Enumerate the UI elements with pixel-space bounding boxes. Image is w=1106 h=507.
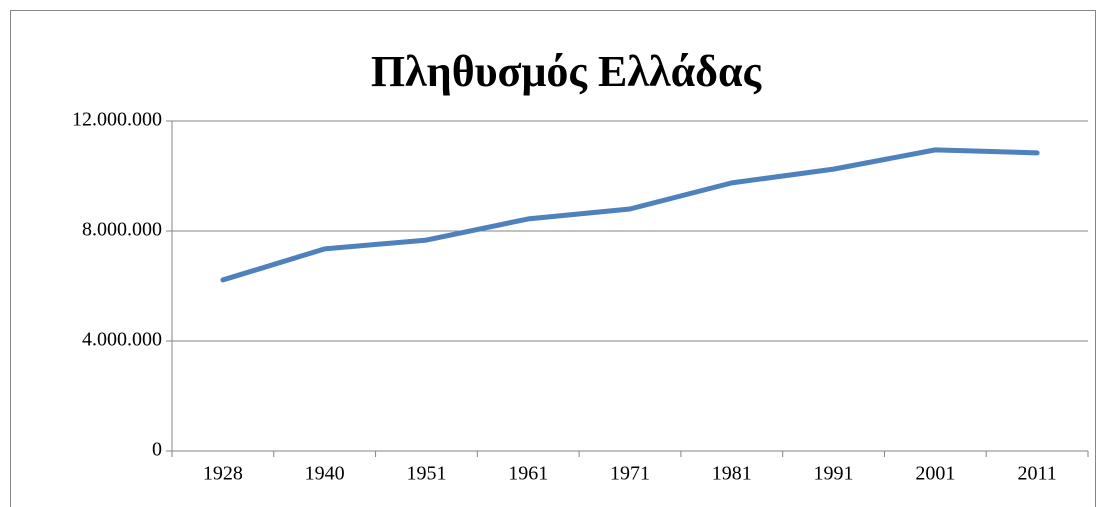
x-tick-label: 1961 [508, 463, 548, 485]
y-tick-label: 12.000.000 [72, 109, 162, 131]
x-tick-label: 1928 [203, 463, 243, 485]
y-tick-label: 8.000.000 [82, 219, 162, 241]
y-tick-label: 4.000.000 [82, 329, 162, 351]
x-tick-label: 1971 [610, 463, 650, 485]
x-tick-label: 1951 [406, 463, 446, 485]
x-tick-label: 1991 [814, 463, 854, 485]
x-tick-label: 2011 [1017, 463, 1056, 485]
chart-border [10, 10, 1096, 507]
x-tick-label: 1940 [305, 463, 345, 485]
line-series [220, 147, 1040, 283]
x-tick-label: 1981 [712, 463, 752, 485]
chart-title: Πληθυσμός Ελλάδας [371, 47, 763, 96]
y-tick-label: 0 [152, 439, 162, 461]
x-tick-label: 2001 [915, 463, 955, 485]
